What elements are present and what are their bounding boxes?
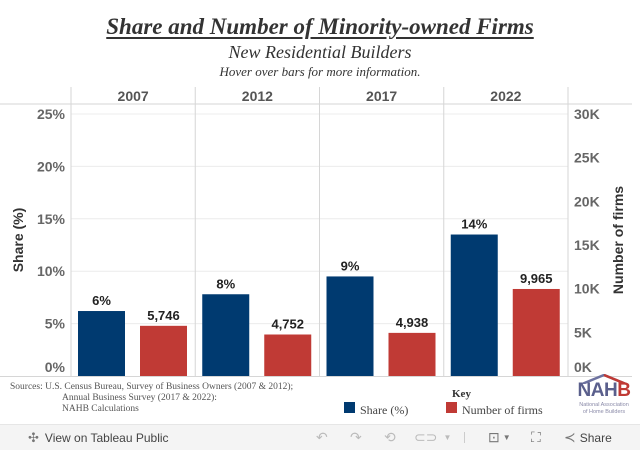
redo-button[interactable]: ↷: [350, 425, 362, 450]
bar-share-2022[interactable]: [450, 234, 498, 376]
bar-number-2017[interactable]: [388, 332, 436, 376]
left-axis-tick: 20%: [37, 158, 66, 174]
left-axis-tick: 5%: [45, 316, 66, 332]
undo-icon: ↶: [316, 429, 328, 445]
year-header-2007: 2007: [118, 88, 149, 104]
chart: 2007 2012 2017 2022 0% 5% 10% 15% 20% 25% 0K 5K 10…: [0, 87, 632, 377]
left-axis-tick: 0%: [45, 359, 66, 375]
right-axis: 0K 5K 10K 15K 20K 25K 30K: [574, 106, 600, 375]
refresh-icon: ⊂⊃: [414, 429, 438, 445]
download-icon: ⊡: [488, 429, 500, 445]
data-label-share-2012: 8%: [216, 276, 235, 291]
left-axis-tick: 25%: [37, 106, 66, 122]
data-label-share-2022: 14%: [461, 217, 487, 232]
undo-button[interactable]: ↶: [316, 425, 328, 450]
sources-line-2: Annual Business Survey (2017 & 2022):: [62, 393, 217, 403]
sources-line-1: Sources: U.S. Census Bureau, Survey of B…: [10, 382, 294, 392]
year-header-2022: 2022: [490, 88, 521, 104]
data-label-number-2007: 5,746: [147, 308, 180, 323]
bar-number-2007[interactable]: [140, 325, 187, 376]
nahb-wordmark: NAHB: [577, 380, 631, 401]
revert-button[interactable]: ⟲: [384, 425, 396, 450]
right-axis-tick: 20K: [574, 193, 600, 209]
refresh-button[interactable]: ⊂⊃ ▼: [414, 425, 451, 450]
legend-swatch-share: [344, 402, 355, 413]
hover-hint: Hover over bars for more information.: [219, 64, 421, 79]
legend-title: Key: [452, 388, 471, 400]
nahb-tagline: National Association of Home Builders: [579, 402, 629, 415]
legend-label-number: Number of firms: [462, 403, 543, 417]
right-axis-tick: 5K: [574, 324, 592, 340]
tableau-icon: ✣: [28, 429, 39, 445]
left-axis: 0% 5% 10% 15% 20% 25%: [37, 106, 66, 375]
data-labels: 6% 5,746 8% 4,752 9% 4,938 14% 9,965: [92, 217, 552, 332]
year-headers: 2007 2012 2017 2022: [118, 88, 522, 104]
left-axis-tick: 15%: [37, 211, 66, 227]
data-label-share-2007: 6%: [92, 293, 111, 308]
legend-label-share: Share (%): [360, 403, 409, 417]
download-button[interactable]: ⊡ ▼: [488, 425, 511, 450]
left-axis-title: Share (%): [10, 208, 26, 273]
chart-title: Share and Number of Minority-owned Firms: [106, 14, 534, 39]
left-axis-tick: 10%: [37, 263, 66, 279]
share-button[interactable]: ≺ Share: [564, 425, 612, 450]
sources-line-3: NAHB Calculations: [62, 404, 139, 414]
house-roof-icon: [581, 374, 627, 384]
view-on-tableau-label: View on Tableau Public: [44, 430, 169, 445]
right-axis-tick: 15K: [574, 237, 600, 253]
legend-item-share: Share (%): [344, 402, 408, 418]
share-label: Share: [579, 430, 612, 445]
right-axis-tick: 30K: [574, 106, 600, 122]
nahb-logo: NAHB National Association of Home Builde…: [574, 372, 634, 420]
view-on-tableau-button[interactable]: ✣ View on Tableau Public: [28, 425, 169, 450]
year-header-2012: 2012: [242, 88, 273, 104]
right-axis-title: Number of firms: [610, 186, 626, 294]
right-axis-tick: 10K: [574, 281, 600, 297]
bars[interactable]: [78, 234, 560, 376]
data-label-share-2017: 9%: [341, 258, 360, 273]
share-icon: ≺: [564, 429, 576, 445]
data-label-number-2017: 4,938: [396, 315, 429, 330]
right-axis-tick: 25K: [574, 150, 600, 166]
data-label-number-2022: 9,965: [520, 271, 553, 286]
panel-frame: [0, 87, 632, 377]
chart-subtitle: New Residential Builders: [228, 42, 412, 62]
bar-number-2012[interactable]: [264, 334, 312, 376]
legend-swatch-number: [446, 402, 457, 413]
chevron-down-icon: ▼: [443, 433, 452, 442]
legend-item-number: Number of firms: [446, 402, 543, 418]
bar-share-2012[interactable]: [202, 294, 250, 376]
data-label-number-2012: 4,752: [271, 316, 304, 331]
revert-icon: ⟲: [384, 429, 396, 445]
toolbar-divider: [464, 432, 465, 443]
bar-share-2017[interactable]: [326, 276, 374, 376]
fullscreen-icon: ⛶: [531, 429, 541, 445]
sources-note: Sources: U.S. Census Bureau, Survey of B…: [10, 382, 293, 415]
redo-icon: ↷: [350, 429, 362, 445]
bar-number-2022[interactable]: [512, 288, 560, 376]
chevron-down-icon: ▼: [502, 433, 511, 442]
year-header-2017: 2017: [366, 88, 397, 104]
fullscreen-button[interactable]: ⛶: [531, 425, 541, 450]
tableau-toolbar: ✣ View on Tableau Public ↶ ↷ ⟲ ⊂⊃ ▼ ⊡ ▼ …: [0, 424, 640, 450]
bar-share-2007[interactable]: [78, 311, 125, 376]
right-axis-tick: 0K: [574, 359, 592, 375]
